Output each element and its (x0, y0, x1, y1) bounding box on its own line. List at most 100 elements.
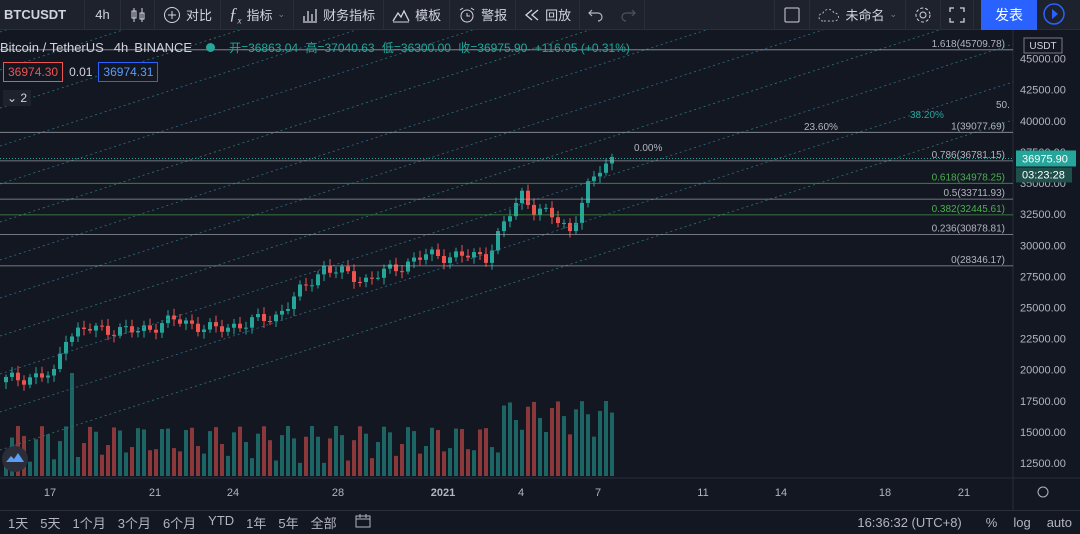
percent-toggle[interactable]: % (985, 515, 998, 530)
range-button-5[interactable]: YTD (208, 513, 235, 528)
candle (490, 250, 494, 263)
candle (100, 325, 104, 327)
volume-bar (376, 442, 380, 476)
range-button-6[interactable]: 1年 (246, 516, 267, 531)
range-buttons: 1天 5天 1个月 3个月 6个月 YTD 1年 5年 全部 (0, 513, 341, 532)
range-button-4[interactable]: 6个月 (162, 516, 197, 531)
fib-level-label: 1.618(45709.78) (932, 39, 1005, 50)
replay-button[interactable]: 回放 (516, 0, 581, 30)
publish-button[interactable]: 发表 (981, 0, 1037, 30)
volume-bar (100, 454, 104, 476)
volume-bar (238, 426, 242, 476)
financials-button[interactable]: 财务指标 (294, 0, 385, 30)
range-button-2[interactable]: 1个月 (72, 516, 106, 531)
candle (358, 281, 362, 283)
buy-price-button[interactable]: 36974.31 (98, 62, 159, 82)
volume-bar (610, 412, 614, 476)
bar-chart-icon (302, 7, 318, 23)
volume-bar (196, 446, 200, 476)
volume-bar (58, 441, 62, 476)
indicators-button[interactable]: ƒx 指标 ⌄ (221, 0, 295, 30)
candle (22, 380, 26, 385)
redo-button[interactable] (612, 0, 646, 30)
volume-bar (436, 429, 440, 476)
volume-bar (64, 426, 68, 476)
chart-style-button[interactable] (121, 0, 155, 30)
square-icon (783, 6, 801, 24)
candle (172, 315, 176, 320)
candle (340, 266, 344, 273)
range-button-7[interactable]: 5年 (278, 516, 299, 531)
interval-button[interactable]: 4h (85, 0, 121, 30)
fullscreen-button[interactable] (941, 0, 974, 30)
auto-toggle[interactable]: auto (1046, 515, 1072, 530)
candle (310, 285, 314, 287)
candle (256, 314, 260, 318)
volume-bar (532, 401, 536, 476)
candle (520, 190, 524, 204)
templates-button[interactable]: 模板 (384, 0, 451, 30)
currency-badge[interactable] (1023, 37, 1063, 54)
chevron-down-icon: ⌄ (7, 91, 18, 105)
fib-fan-label: 23.60% (804, 122, 838, 133)
sell-price-button[interactable]: 36974.30 (3, 62, 64, 82)
range-button-3[interactable]: 3个月 (117, 516, 151, 531)
axis-gear-icon[interactable] (1037, 486, 1049, 498)
layout-name-button[interactable]: 未命名 ⌄ (810, 0, 906, 30)
volume-bar (46, 434, 50, 476)
candle (604, 163, 608, 173)
candle (94, 325, 98, 331)
volume-bar (568, 434, 572, 476)
undo-icon (588, 8, 604, 22)
symbol-search-button[interactable]: BTCUSDT (0, 0, 85, 30)
volume-bar (334, 426, 338, 476)
candle (406, 261, 410, 272)
y-tick-label: 12500.00 (1020, 458, 1066, 470)
volume-bar (154, 449, 158, 476)
legend-close: 收=36975.90 (458, 40, 528, 55)
volume-bar (184, 429, 188, 476)
settings-button[interactable] (906, 0, 941, 30)
candle (394, 264, 398, 272)
log-toggle[interactable]: log (1013, 515, 1031, 530)
volume-bar (544, 432, 548, 476)
candle (52, 368, 56, 376)
candle (106, 325, 110, 335)
compare-button[interactable]: 对比 (155, 0, 222, 30)
volume-bar (130, 447, 134, 476)
x-tick-label: 24 (227, 487, 239, 499)
volume-bar (274, 460, 278, 476)
tradingview-logo[interactable] (2, 446, 28, 472)
undo-button[interactable] (580, 0, 612, 30)
candle (40, 373, 44, 378)
volume-bar (160, 429, 164, 476)
candle (412, 257, 416, 262)
indicators-label: 指标 (246, 8, 273, 23)
volume-bar (550, 407, 554, 476)
collapse-indicators-button[interactable]: ⌄ 2 (3, 90, 32, 106)
replay-label: 回放 (545, 8, 572, 23)
candle (592, 176, 596, 182)
indicator-count: 2 (20, 91, 28, 105)
legend-interval: 4h (113, 39, 129, 55)
volume-bar (412, 431, 416, 476)
alert-button[interactable]: 警报 (450, 0, 517, 30)
date-range-icon[interactable] (355, 513, 371, 532)
candle (442, 255, 446, 263)
volume-bar (406, 427, 410, 476)
volume-bar (304, 436, 308, 476)
range-button-1[interactable]: 5天 (40, 516, 61, 531)
y-tick-label: 15000.00 (1020, 427, 1066, 439)
candle (58, 353, 62, 369)
function-icon: ƒx (229, 3, 242, 26)
fullscreen-select-button[interactable] (774, 0, 811, 30)
range-button-0[interactable]: 1天 (8, 516, 29, 531)
volume-bar (226, 455, 230, 476)
play-button[interactable] (1040, 2, 1068, 28)
x-tick-label: 21 (958, 487, 970, 499)
play-circle-icon (1043, 2, 1065, 28)
price-chart[interactable]: 1.618(45709.78) 1(39077.69) 0.786(36781.15… (0, 30, 1080, 510)
range-button-8[interactable]: 全部 (310, 516, 337, 531)
candle (82, 327, 86, 329)
clock-time[interactable]: 16:36:32 (UTC+8) (857, 515, 962, 530)
